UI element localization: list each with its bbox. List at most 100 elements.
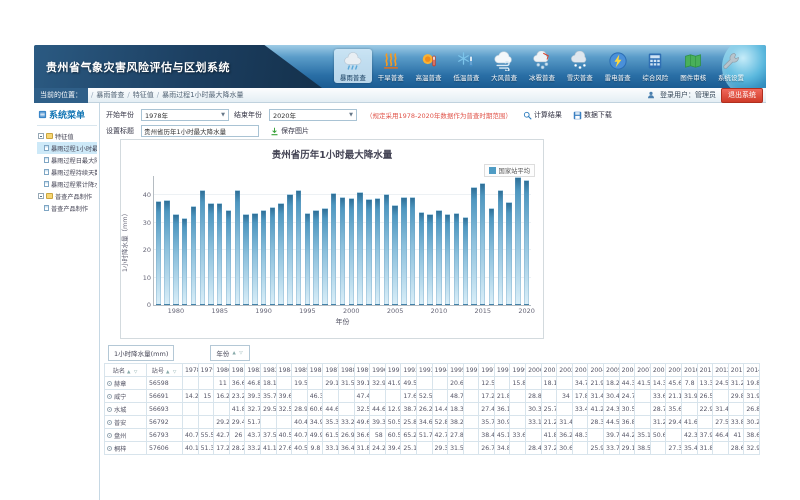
value-cell: 38.2 bbox=[448, 416, 464, 429]
calc-result-button[interactable]: 计算结果 bbox=[523, 110, 562, 120]
sidebar-item-3[interactable]: 暴雨过程日最大降水量 bbox=[37, 154, 97, 166]
value-cell: 39.3 bbox=[245, 390, 261, 403]
logout-button[interactable]: 退出系统 bbox=[721, 88, 763, 103]
year-header-1996: 1996 bbox=[463, 364, 479, 377]
value-cell: 42.3 bbox=[682, 429, 698, 442]
nav-item-5[interactable]: 大风普查 bbox=[485, 49, 523, 83]
bar-1979 bbox=[164, 200, 169, 305]
row-radio[interactable] bbox=[107, 394, 112, 399]
col-station-header[interactable]: 站名 ▲ ▽ bbox=[105, 364, 147, 377]
value-cell: 45.6 bbox=[666, 377, 682, 390]
top-banner: 贵州省气象灾害风险评估与区划系统 暴雨普查干旱普查高温普查低温普查大风普查冰雹普… bbox=[34, 45, 766, 88]
year-header-2000: 2000 bbox=[526, 364, 542, 377]
tree-collapse-icon[interactable] bbox=[38, 193, 44, 199]
table-sort-select[interactable]: 年份 ▲ ▽ bbox=[210, 345, 249, 361]
year-header-2002: 2002 bbox=[557, 364, 573, 377]
value-cell: 52.5 bbox=[416, 390, 432, 403]
value-cell: 29.3 bbox=[432, 442, 448, 455]
nav-item-7[interactable]: 雪灾普查 bbox=[561, 49, 599, 83]
value-cell bbox=[463, 429, 479, 442]
value-cell: 30.2 bbox=[744, 416, 760, 429]
nav-item-2[interactable]: 干旱普查 bbox=[372, 49, 410, 83]
download-icon bbox=[270, 127, 279, 136]
bar-1981 bbox=[182, 218, 187, 305]
nav-item-8[interactable]: 雷电普查 bbox=[599, 49, 637, 83]
sidebar-item-1[interactable]: 特征值 bbox=[37, 130, 97, 142]
year-header-1995: 1995 bbox=[448, 364, 464, 377]
row-radio[interactable] bbox=[107, 407, 112, 412]
row-radio[interactable] bbox=[107, 381, 112, 386]
value-cell: 25.7 bbox=[541, 403, 557, 416]
nav-label: 干旱普查 bbox=[378, 72, 404, 82]
value-cell: 40.5 bbox=[276, 429, 292, 442]
value-cell: 9.8 bbox=[307, 442, 323, 455]
value-cell: 29.2 bbox=[214, 416, 230, 429]
sidebar-item-label: 暴雨过程累计降水量 bbox=[51, 180, 97, 189]
value-cell: 27.3 bbox=[666, 442, 682, 455]
value-cell: 27.8 bbox=[448, 429, 464, 442]
value-cell: 21.9 bbox=[588, 377, 604, 390]
end-year-label: 结束年份 bbox=[234, 110, 264, 120]
bar-1992 bbox=[278, 203, 283, 305]
row-radio[interactable] bbox=[107, 433, 112, 438]
x-tick-label: 1985 bbox=[211, 307, 228, 315]
year-header-1981: 1981 bbox=[229, 364, 245, 377]
value-cell: 35.3 bbox=[323, 416, 339, 429]
value-cell: 14.4 bbox=[432, 403, 448, 416]
value-cell: 45.1 bbox=[494, 429, 510, 442]
table-field-select[interactable]: 1小时降水量(mm) bbox=[108, 345, 174, 361]
value-cell bbox=[635, 403, 651, 416]
chart-title-input[interactable] bbox=[141, 125, 259, 137]
sidebar-item-6[interactable]: 普查产品制作 bbox=[37, 190, 97, 202]
nav-item-11[interactable]: 系统设置 bbox=[712, 49, 750, 83]
sidebar-item-2[interactable]: 暴雨过程1小时最大降水量 bbox=[37, 142, 97, 154]
value-cell: 29.4 bbox=[229, 416, 245, 429]
value-cell: 33.7 bbox=[604, 442, 620, 455]
bar-1998 bbox=[331, 193, 336, 305]
breadcrumb-item[interactable]: 暴雨过程1小时最大降水量 bbox=[162, 90, 243, 100]
nav-item-3[interactable]: 高温普查 bbox=[410, 49, 448, 83]
year-header-1999: 1999 bbox=[510, 364, 526, 377]
breadcrumb-item[interactable]: 暴雨普查 bbox=[96, 90, 124, 100]
map-audit-icon bbox=[683, 51, 703, 71]
value-cell: 58 bbox=[370, 429, 386, 442]
bar-2006 bbox=[401, 197, 406, 305]
bar-1997 bbox=[322, 208, 327, 305]
value-cell: 32.7 bbox=[245, 403, 261, 416]
bar-1995 bbox=[305, 213, 310, 305]
value-cell bbox=[713, 442, 729, 455]
col-id-header[interactable]: 站号 ▲ ▽ bbox=[147, 364, 183, 377]
sidebar-item-7[interactable]: 普查产品制作 bbox=[37, 202, 97, 214]
nav-item-4[interactable]: 低温普查 bbox=[447, 49, 485, 83]
save-image-button[interactable]: 保存图片 bbox=[270, 126, 309, 136]
year-header-2005: 2005 bbox=[604, 364, 620, 377]
tree-collapse-icon[interactable] bbox=[38, 133, 44, 139]
data-download-button[interactable]: 数据下载 bbox=[573, 110, 612, 120]
sidebar-item-5[interactable]: 暴雨过程累计降水量 bbox=[37, 178, 97, 190]
sidebar-item-4[interactable]: 暴雨过程持续天数 bbox=[37, 166, 97, 178]
value-cell: 33.6 bbox=[510, 429, 526, 442]
user-area: 登录用户：管理员 退出系统 bbox=[647, 88, 766, 103]
nav-item-10[interactable]: 图件审核 bbox=[674, 49, 712, 83]
value-cell: 35.7 bbox=[260, 390, 276, 403]
user-icon bbox=[647, 91, 655, 99]
row-radio[interactable] bbox=[107, 420, 112, 425]
nav-item-6[interactable]: 冰雹普查 bbox=[523, 49, 561, 83]
breadcrumb-item[interactable]: 特征值 bbox=[133, 90, 154, 100]
data-download-label: 数据下载 bbox=[584, 110, 612, 120]
value-cell: 30.4 bbox=[604, 390, 620, 403]
year-header-2012: 2012 bbox=[713, 364, 729, 377]
nav-label: 雪灾普查 bbox=[567, 72, 593, 82]
row-radio[interactable] bbox=[107, 446, 112, 451]
value-cell bbox=[416, 377, 432, 390]
value-cell: 46.3 bbox=[307, 390, 323, 403]
start-year-select[interactable]: 1978年 ▼ bbox=[141, 109, 229, 121]
nav-item-1[interactable]: 暴雨普查 bbox=[334, 49, 372, 83]
value-cell: 46.8 bbox=[245, 377, 261, 390]
nav-item-9[interactable]: 综合风险 bbox=[637, 49, 675, 83]
value-cell: 35.1 bbox=[635, 429, 651, 442]
value-cell bbox=[635, 416, 651, 429]
value-cell: 31.4 bbox=[557, 416, 573, 429]
end-year-select[interactable]: 2020年 ▼ bbox=[269, 109, 357, 121]
value-cell bbox=[198, 416, 214, 429]
